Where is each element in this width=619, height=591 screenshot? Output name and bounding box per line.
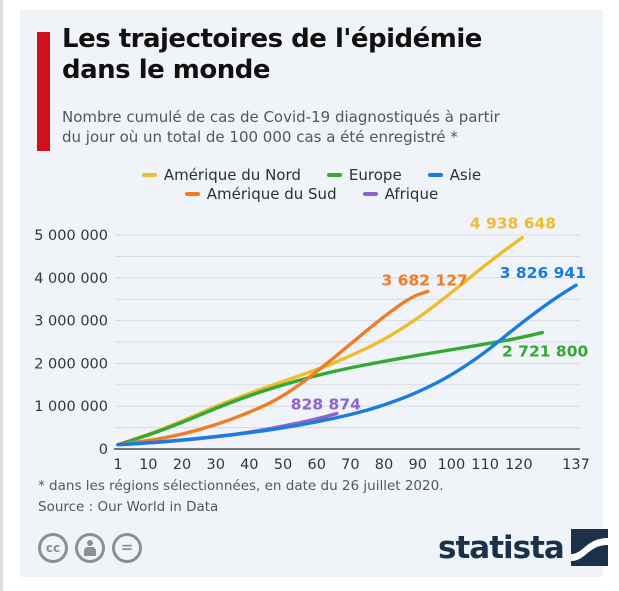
x-axis-tick-label: 60 [307, 457, 325, 473]
legend-marker-icon [427, 172, 443, 178]
series-line-3 [116, 289, 430, 447]
chart-legend: Amérique du Nord Europe Asie Amérique du Su… [20, 166, 603, 203]
legend-label: Europe [348, 166, 402, 184]
legend-item-4[interactable]: Afrique [362, 185, 439, 203]
legend-marker-icon [184, 191, 200, 197]
x-axis-tick-label: 80 [375, 457, 393, 473]
title-accent-bar [37, 32, 50, 151]
series-line-0 [116, 235, 524, 447]
x-axis-tick-label: 110 [471, 457, 499, 473]
series-end-label-0: 4 938 648 [470, 215, 556, 233]
statista-wordmark: statista [438, 529, 565, 566]
x-axis-tick-label: 70 [341, 457, 359, 473]
footnote-source: Source : Our World in Data [38, 499, 219, 515]
statista-logo[interactable]: statista [438, 529, 608, 566]
x-axis-tick-label: 100 [438, 457, 466, 473]
y-axis-tick-label: 1 000 000 [34, 399, 108, 415]
x-axis-tick-label: 1 [113, 457, 122, 473]
legend-item-1[interactable]: Europe [326, 166, 402, 184]
y-axis-tick-label: 3 000 000 [34, 314, 108, 330]
footnote-asterisk: * dans les régions sélectionnées, en dat… [38, 478, 444, 494]
legend-label: Amérique du Nord [163, 166, 301, 184]
x-axis-tick-label: 20 [173, 457, 191, 473]
equals-icon[interactable]: = [112, 533, 142, 563]
series-end-label-2: 3 826 941 [500, 264, 586, 282]
legend-item-2[interactable]: Asie [427, 166, 482, 184]
page-subtitle-line1: Nombre cumulé de cas de Covid-19 diagnos… [62, 108, 500, 126]
page-title-line1: Les trajectoires de l'épidémie [62, 24, 482, 54]
series-line-1 [116, 330, 544, 447]
y-axis-tick-label: 4 000 000 [34, 271, 108, 287]
page-title: Les trajectoires de l'épidémie dans le m… [62, 24, 582, 85]
legend-marker-icon [141, 172, 157, 178]
legend-label: Asie [449, 166, 482, 184]
attribution-person-icon[interactable] [75, 533, 105, 563]
cc-icon[interactable]: cc [38, 533, 68, 563]
legend-marker-icon [326, 172, 342, 178]
x-axis-tick-label: 30 [206, 457, 224, 473]
page-title-line2: dans le monde [62, 54, 271, 85]
x-axis-tick-label: 40 [240, 457, 258, 473]
series-line-2 [116, 283, 578, 447]
window-edge [0, 0, 3, 591]
chart-card [20, 10, 603, 577]
y-axis-tick-label: 5 000 000 [34, 228, 108, 244]
license-icons: cc = [38, 533, 142, 563]
x-axis-tick-label: 50 [274, 457, 292, 473]
page-subtitle-line2: du jour où un total de 100 000 cas a été… [62, 128, 458, 147]
series-end-label-1: 2 721 800 [502, 343, 589, 361]
x-axis-tick-label: 90 [408, 457, 426, 473]
series-end-label-4: 828 874 [291, 396, 361, 414]
legend-row: Amérique du Nord Europe Asie [141, 166, 482, 184]
legend-marker-icon [362, 191, 378, 197]
legend-row: Amérique du Sud Afrique [184, 185, 439, 203]
series-end-label-3: 3 682 127 [382, 271, 468, 289]
legend-label: Afrique [384, 185, 439, 203]
y-axis-tick-label: 2 000 000 [34, 356, 108, 372]
x-axis-tick-label: 120 [505, 457, 533, 473]
legend-item-3[interactable]: Amérique du Sud [184, 185, 337, 203]
page-subtitle: Nombre cumulé de cas de Covid-19 diagnos… [62, 107, 587, 148]
statista-logo-icon [570, 529, 608, 566]
x-axis-tick-label: 10 [139, 457, 157, 473]
x-axis-tick-label: 137 [562, 457, 590, 473]
legend-label: Amérique du Sud [206, 185, 337, 203]
legend-item-0[interactable]: Amérique du Nord [141, 166, 301, 184]
y-axis-tick-label: 0 [99, 442, 108, 458]
